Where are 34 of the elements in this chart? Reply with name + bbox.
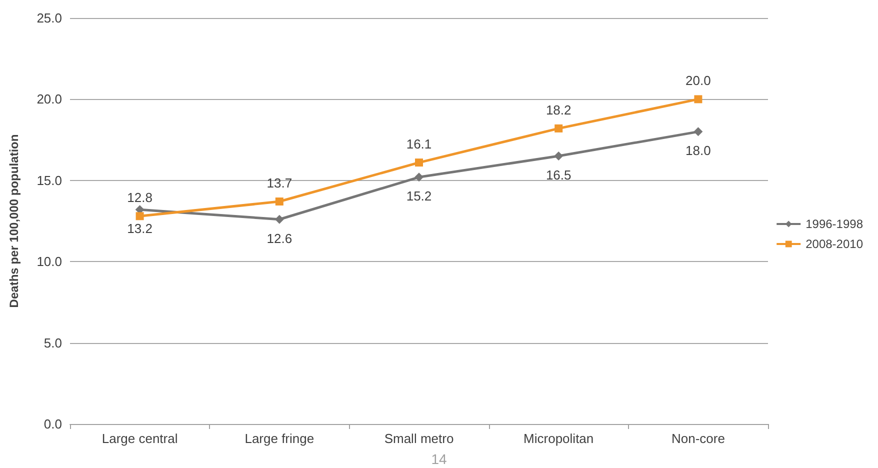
- legend-label: 2008-2010: [806, 237, 864, 251]
- data-label: 13.7: [266, 176, 292, 191]
- y-tick-label: 10.0: [36, 254, 62, 270]
- point: [554, 152, 564, 161]
- data-label: 18.0: [686, 143, 711, 158]
- point: [694, 95, 702, 104]
- data-label: 15.2: [406, 188, 432, 204]
- y-tick-label: 20.0: [36, 92, 62, 107]
- data-label: 12.6: [266, 230, 292, 246]
- point: [274, 214, 284, 224]
- point: [275, 198, 284, 206]
- y-tick-label: 15.0: [36, 172, 62, 188]
- y-tick-label: 25.0: [36, 10, 62, 26]
- x-tick-label: Micropolitan: [524, 431, 594, 446]
- x-tick-label: Large central: [102, 431, 178, 446]
- data-label: 13.2: [127, 221, 152, 236]
- data-label: 18.2: [546, 102, 572, 118]
- data-label: 16.1: [406, 136, 432, 152]
- point: [136, 212, 144, 220]
- legend-label: 1996-1998: [806, 217, 864, 231]
- point: [415, 158, 423, 167]
- x-tick-label: Large fringe: [244, 431, 314, 446]
- x-tick-label: Non-core: [671, 431, 725, 446]
- text: 14: [431, 451, 447, 467]
- data-label: 16.5: [546, 168, 572, 183]
- y-tick-label: 5.0: [44, 335, 62, 350]
- point: [554, 124, 563, 132]
- y-axis-title: Deaths per 100,000 population: [7, 134, 21, 308]
- point: [414, 172, 424, 182]
- data-label: 20.0: [686, 73, 711, 88]
- x-tick-label: Small metro: [384, 431, 454, 446]
- data-label: 12.8: [127, 190, 152, 206]
- y-tick-label: 0.0: [44, 416, 62, 432]
- point: [694, 127, 703, 136]
